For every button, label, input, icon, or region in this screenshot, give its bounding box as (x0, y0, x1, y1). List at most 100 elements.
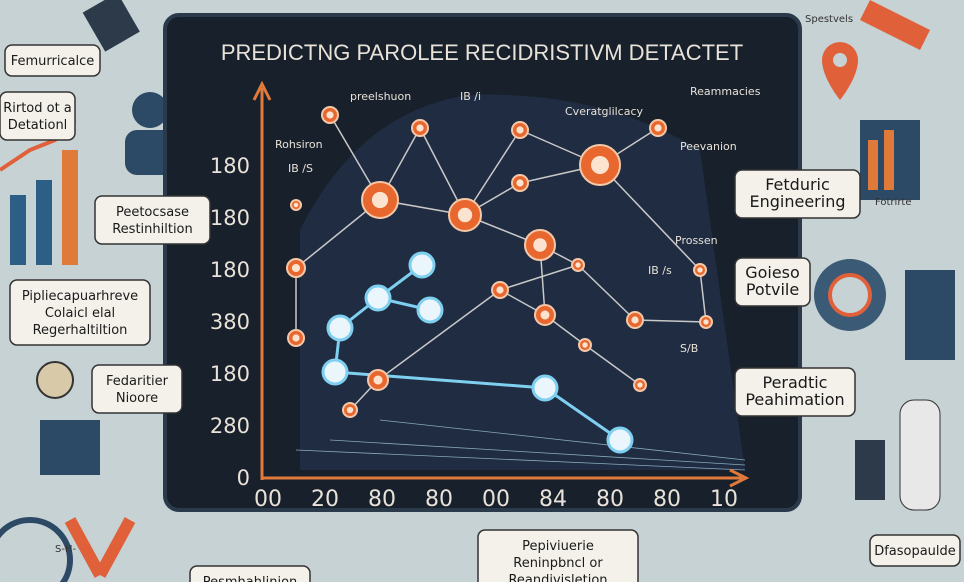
callout-text: Pipliecapuarhreve (22, 289, 138, 304)
callout-box (94, 195, 211, 245)
callout-text: Fedaritier (106, 374, 169, 389)
node-core (575, 262, 581, 268)
callout-box (869, 534, 961, 567)
annotation: Peevanion (680, 140, 737, 153)
y-tick-label: 380 (210, 310, 250, 334)
node (606, 426, 634, 454)
mesh-line (329, 439, 746, 466)
node (416, 296, 444, 324)
annotation: IB /i (460, 90, 481, 103)
callout-text: Peradtic (763, 373, 828, 392)
callout-text: Pesmhahlinion (203, 575, 298, 582)
callout-text: Restinhiltion (112, 222, 193, 237)
node-core (373, 375, 383, 385)
node (408, 251, 436, 279)
annotation: Cveratglilcacy (565, 105, 644, 118)
x-tick-label: 80 (653, 487, 681, 512)
node-core (516, 179, 524, 187)
y-tick-label: 280 (210, 414, 250, 438)
node-core (703, 319, 709, 325)
edge (499, 264, 579, 291)
x-tick-label: 84 (539, 487, 567, 512)
callout-box (477, 529, 639, 582)
callout-text: Fetduric (765, 175, 830, 194)
annotation: Reammacies (690, 85, 761, 98)
x-tick-label: 80 (368, 487, 396, 512)
callout-text: Potvile (746, 280, 799, 299)
y-tick-label: 180 (210, 258, 250, 282)
edge (377, 289, 501, 381)
node-core (637, 382, 643, 388)
node (531, 374, 559, 402)
edge (584, 344, 641, 386)
node-core (326, 111, 334, 119)
node-core (292, 334, 300, 342)
callout-box (734, 169, 861, 219)
node-core (654, 124, 662, 132)
edge (699, 269, 707, 323)
y-tick-label: 180 (210, 362, 250, 386)
edge (599, 164, 701, 271)
x-tick-label: 20 (311, 487, 339, 512)
callout-text: Pepiviuerie (522, 539, 594, 554)
x-tick-label: 80 (425, 487, 453, 512)
node-core (371, 191, 389, 209)
chart-title: PREDICTNG PAROLEE RECIDRISTIVM DETACTET (221, 40, 743, 65)
callout-box (734, 367, 856, 417)
callout-text: Peahimation (745, 390, 844, 409)
caption: Spestvels (805, 14, 853, 25)
node-core (582, 342, 588, 348)
node (364, 284, 392, 312)
callout-text: Detationl (8, 118, 68, 133)
x-tick-label: 80 (596, 487, 624, 512)
node-core (496, 286, 504, 294)
y-tick-label: 0 (237, 466, 250, 490)
node-core (457, 207, 473, 223)
network (286, 106, 746, 471)
annotation: S/B (680, 342, 698, 355)
node-core (293, 202, 299, 208)
x-tick-label: 10 (710, 487, 738, 512)
callout-text: Rirtod ot a (3, 101, 72, 116)
node (321, 358, 349, 386)
edge (634, 319, 707, 323)
callout-box (734, 257, 811, 307)
node-core (697, 267, 703, 273)
node-core (591, 156, 609, 174)
x-tick-label: 00 (254, 487, 282, 512)
y-arrow (252, 80, 272, 101)
callout-box (91, 364, 183, 414)
annotation: Prossen (675, 234, 718, 247)
callout-text: Goieso (745, 263, 800, 282)
callout-text: Nioore (116, 391, 158, 406)
callout-text: Peetocsase (116, 205, 189, 220)
node-core (540, 310, 550, 320)
edge (577, 264, 636, 321)
callout-box (4, 44, 101, 77)
node-core (631, 316, 639, 324)
node-core (533, 238, 547, 252)
annotation: IB /S (288, 162, 313, 175)
mesh-line (295, 449, 746, 471)
node-core (416, 124, 424, 132)
x-arrow (729, 468, 750, 488)
annotation: preelshuon (350, 90, 411, 103)
caption: Fotrirte (875, 197, 912, 208)
callout-text: Dfasopaulde (874, 544, 956, 559)
callout-text: Reandivisletion (508, 573, 607, 582)
callout-text: Engineering (750, 192, 846, 211)
right-decor (814, 0, 955, 511)
mesh-line (379, 419, 746, 461)
callout-text: Reninpbncl or (513, 556, 603, 571)
left-decor (0, 0, 175, 582)
x-tick-label: 00 (482, 487, 510, 512)
callout-text: Colaicl elal (45, 306, 115, 321)
caption: S-H- (55, 544, 76, 555)
callout-text: Femurricalce (11, 54, 95, 69)
y-tick-label: 180 (210, 154, 250, 178)
annotation: IB /s (648, 264, 672, 277)
y-tick-label: 180 (210, 206, 250, 230)
node (326, 314, 354, 342)
node-core (516, 126, 524, 134)
